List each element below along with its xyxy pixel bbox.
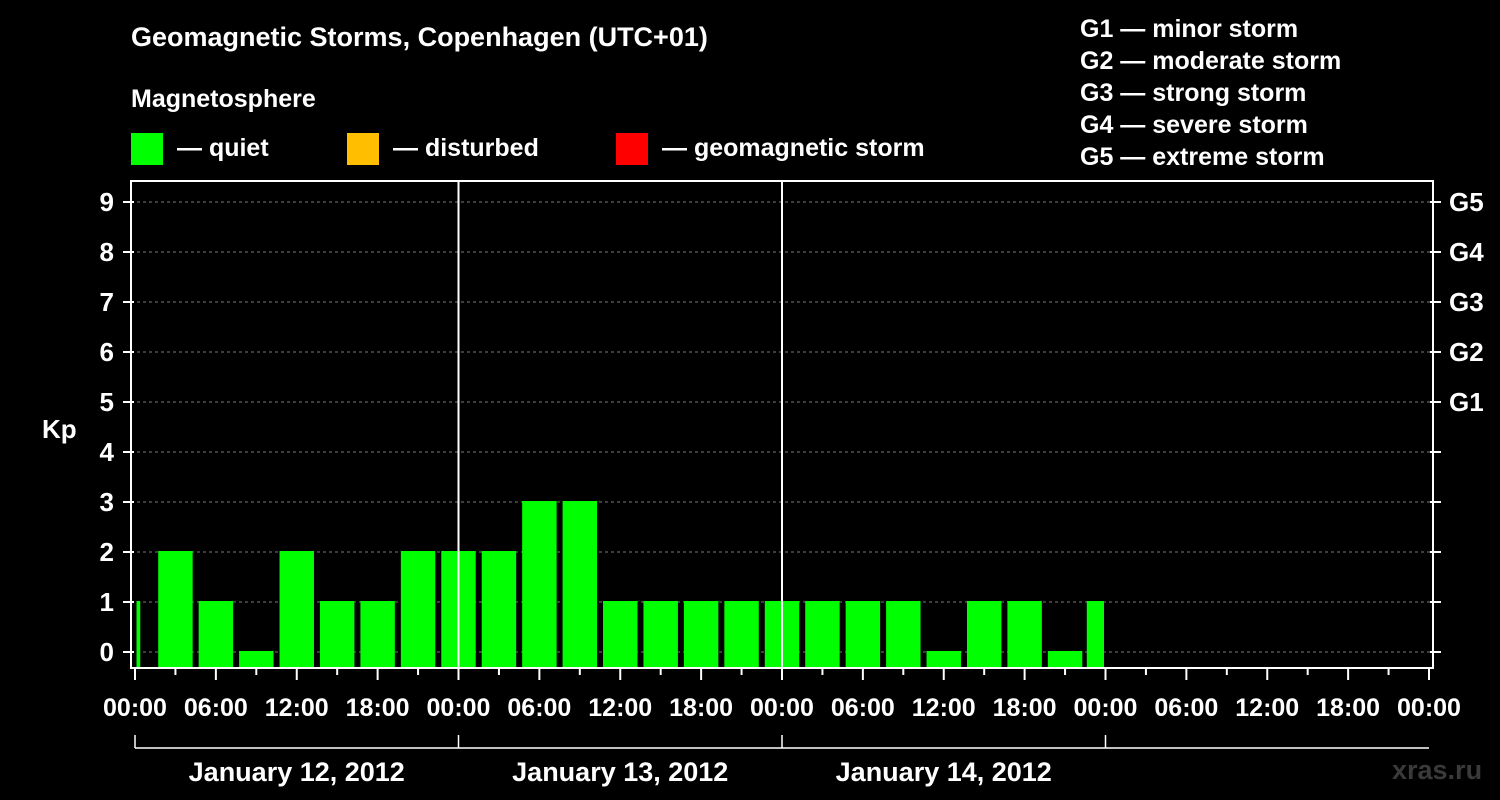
kp-bar-2 [198, 601, 234, 668]
x-tick-label-14: 12:00 [1235, 694, 1299, 722]
legend-swatch-disturbed [347, 133, 379, 165]
kp-bar-21 [966, 601, 1002, 668]
x-tick-label-15: 18:00 [1316, 694, 1380, 722]
day-label-2: January 14, 2012 [836, 757, 1052, 787]
storm-scale-g1: G1 — minor storm [1080, 15, 1299, 43]
day-label-1: January 13, 2012 [512, 757, 728, 787]
legend-swatch-quiet [131, 133, 163, 165]
y-tick-label-9: 9 [100, 187, 114, 217]
kp-bar-20 [926, 651, 961, 668]
kp-bar-5 [319, 601, 355, 668]
legend-label-storm: — geomagnetic storm [662, 134, 925, 162]
kp-bar-12 [603, 601, 638, 668]
y-tick-label-4: 4 [100, 437, 115, 467]
x-tick-label-16: 00:00 [1397, 694, 1461, 722]
y-tick-label-2: 2 [100, 537, 114, 567]
kp-bar-7 [400, 551, 436, 668]
g-scale-label-2: G2 [1449, 337, 1484, 367]
kp-bar-0 [136, 601, 141, 668]
x-tick-label-1: 06:00 [184, 694, 248, 722]
x-tick-label-6: 12:00 [588, 694, 652, 722]
x-tick-label-0: 00:00 [103, 694, 167, 722]
chart-title: Geomagnetic Storms, Copenhagen (UTC+01) [131, 22, 708, 52]
kp-bar-13 [643, 601, 678, 668]
g-scale-label-4: G4 [1449, 237, 1484, 267]
kp-bar-10 [522, 501, 557, 668]
y-tick-label-8: 8 [100, 237, 114, 267]
x-tick-label-2: 12:00 [265, 694, 329, 722]
kp-bar-11 [562, 501, 598, 668]
g-scale-label-3: G3 [1449, 287, 1484, 317]
kp-bar-9 [481, 551, 517, 668]
kp-bar-6 [360, 601, 395, 668]
x-tick-label-12: 00:00 [1074, 694, 1138, 722]
kp-bar-1 [158, 551, 193, 668]
kp-bar-15 [724, 601, 759, 668]
kp-bar-24 [1086, 601, 1104, 668]
x-tick-label-9: 06:00 [831, 694, 895, 722]
x-tick-label-4: 00:00 [427, 694, 491, 722]
g-scale-label-5: G5 [1449, 187, 1484, 217]
x-tick-label-7: 18:00 [669, 694, 733, 722]
y-tick-label-5: 5 [100, 387, 114, 417]
legend-swatch-storm [616, 133, 648, 165]
legend-label-quiet: — quiet [177, 134, 269, 162]
kp-bar-18 [845, 601, 881, 668]
x-tick-label-8: 00:00 [750, 694, 814, 722]
x-tick-label-13: 06:00 [1154, 694, 1218, 722]
storm-scale-g3: G3 — strong storm [1080, 79, 1307, 107]
kp-bar-23 [1047, 651, 1083, 668]
kp-bar-19 [886, 601, 921, 668]
y-tick-label-1: 1 [100, 587, 114, 617]
storm-scale-g2: G2 — moderate storm [1080, 47, 1342, 75]
storm-scale-g4: G4 — severe storm [1080, 111, 1308, 139]
g-scale-label-1: G1 [1449, 387, 1484, 417]
chart-subtitle: Magnetosphere [131, 85, 316, 113]
kp-bar-14 [683, 601, 719, 668]
kp-bar-4 [279, 551, 314, 668]
x-tick-label-3: 18:00 [346, 694, 410, 722]
storm-scale-g5: G5 — extreme storm [1080, 143, 1325, 171]
kp-bar-17 [805, 601, 840, 668]
y-axis-label: Kp [42, 414, 77, 444]
y-tick-label-7: 7 [100, 287, 114, 317]
day-label-0: January 12, 2012 [189, 757, 405, 787]
y-tick-label-6: 6 [100, 337, 114, 367]
y-tick-label-3: 3 [100, 487, 114, 517]
y-tick-label-0: 0 [100, 637, 114, 667]
x-tick-label-10: 12:00 [912, 694, 976, 722]
kp-bar-3 [239, 651, 274, 668]
watermark: xras.ru [1392, 755, 1483, 785]
x-tick-label-11: 18:00 [993, 694, 1057, 722]
storm-scale-legend: G1 — minor storm G2 — moderate storm G3 … [1080, 14, 1341, 174]
legend-label-disturbed: — disturbed [393, 134, 539, 162]
x-tick-label-5: 06:00 [507, 694, 571, 722]
kp-bar-22 [1007, 601, 1042, 668]
